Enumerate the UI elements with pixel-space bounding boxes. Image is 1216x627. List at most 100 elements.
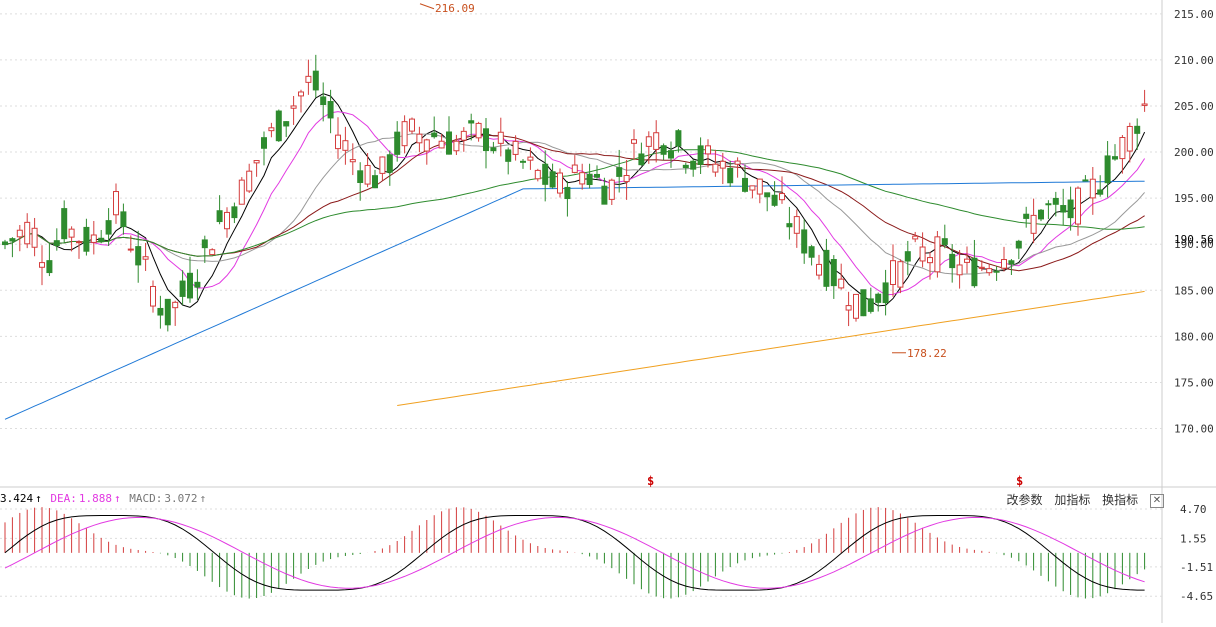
candle-body	[853, 293, 859, 319]
y-tick-label: 205.00	[1174, 100, 1214, 113]
candle-body	[113, 191, 119, 216]
candle-body	[120, 211, 127, 228]
candle-body	[372, 175, 378, 189]
candle-body	[668, 150, 674, 159]
macd-value: 3.072	[164, 492, 198, 505]
candle-body	[786, 223, 793, 228]
candle-body	[1089, 178, 1096, 199]
y-tick-label: 170.00	[1174, 423, 1214, 436]
candle-body	[142, 256, 149, 260]
low-annotation: 178.22	[907, 347, 947, 360]
candle-body	[150, 285, 156, 307]
candle-body	[194, 281, 201, 288]
candle-body	[682, 164, 689, 169]
candle-body	[1038, 209, 1044, 220]
macd-legend: 3.424 ↑ DEA: 1.888 ↑ MACD: 3.072 ↑	[0, 492, 208, 505]
candle-body	[756, 178, 763, 195]
high-annotation: 216.09	[435, 2, 475, 15]
candle-body	[557, 172, 563, 194]
signal-marker-icon: $	[647, 474, 654, 488]
candle-body	[216, 210, 223, 223]
candle-body	[423, 139, 430, 152]
candle-body	[246, 170, 253, 192]
candle-body	[934, 236, 941, 273]
candle-body	[127, 248, 134, 251]
candle-body	[808, 246, 815, 258]
candle-body	[882, 282, 889, 304]
y-tick-label: 175.00	[1174, 376, 1214, 389]
candle-body	[727, 167, 734, 184]
switch-indicator-button[interactable]: 换指标	[1102, 493, 1139, 507]
candle-body	[68, 228, 75, 238]
candle-body	[697, 145, 704, 165]
candle-body	[993, 270, 1000, 273]
candle-body	[438, 140, 445, 149]
candle-body	[275, 110, 282, 142]
candle-body	[16, 229, 23, 238]
candle-body	[9, 238, 16, 242]
candle-body	[579, 172, 586, 185]
candle-body	[268, 127, 275, 132]
candle-body	[845, 305, 852, 311]
candle-body	[224, 211, 230, 230]
candle-body	[342, 140, 349, 151]
candle-body	[364, 164, 371, 185]
candle-body	[520, 160, 526, 163]
candle-body	[779, 193, 785, 201]
candle-body	[586, 173, 593, 186]
candle-body	[719, 160, 726, 169]
candle-body	[660, 145, 667, 155]
candle-body	[394, 131, 401, 155]
macd-y-tick-label: -1.51	[1180, 561, 1213, 574]
candle-body	[1104, 155, 1111, 184]
candle-body	[468, 120, 475, 124]
dif-arrow-icon: ↑	[35, 492, 42, 505]
candle-body	[290, 105, 297, 109]
candle-body	[712, 163, 719, 173]
dea-line	[4, 516, 1145, 589]
y-tick-label: 200.00	[1174, 146, 1214, 159]
candle-body	[601, 185, 608, 205]
candle-body	[39, 262, 45, 268]
y-tick-label: 190.00	[1174, 238, 1214, 251]
candle-body	[490, 147, 497, 152]
candle-body	[638, 153, 645, 166]
candle-body	[941, 238, 948, 245]
candle-body	[1008, 260, 1015, 265]
candle-body	[830, 259, 837, 287]
ma250-line	[397, 290, 1145, 406]
candle-body	[542, 163, 549, 185]
signal-marker-icon: $	[1016, 474, 1023, 488]
candle-body	[653, 132, 660, 150]
add-indicator-button[interactable]: 加指标	[1054, 493, 1091, 507]
candle-body	[838, 278, 845, 289]
candle-body	[1134, 125, 1141, 134]
close-icon[interactable]: ✕	[1150, 493, 1164, 508]
candle-body	[867, 298, 874, 312]
candle-body	[416, 133, 423, 144]
candle-body	[623, 174, 630, 183]
candle-body	[386, 154, 393, 173]
dea-value: 1.888	[78, 492, 112, 505]
candle-body	[83, 226, 90, 252]
candle-body	[645, 136, 652, 147]
high-pointer	[419, 3, 435, 10]
candle-body	[956, 264, 963, 276]
candle-body	[705, 145, 711, 155]
candle-body	[801, 229, 808, 254]
candle-body	[24, 221, 31, 245]
candle-body	[1097, 189, 1104, 195]
candle-body	[253, 160, 260, 164]
candle-body	[446, 131, 452, 155]
candle-body	[187, 272, 193, 299]
candle-body	[312, 70, 319, 91]
candle-body	[409, 118, 415, 132]
candle-body	[890, 260, 896, 285]
change-params-button[interactable]: 改参数	[1006, 493, 1043, 507]
candle-body	[209, 249, 216, 256]
candle-body	[564, 186, 571, 200]
candle-body	[742, 177, 748, 192]
ma60-line	[4, 149, 1145, 257]
